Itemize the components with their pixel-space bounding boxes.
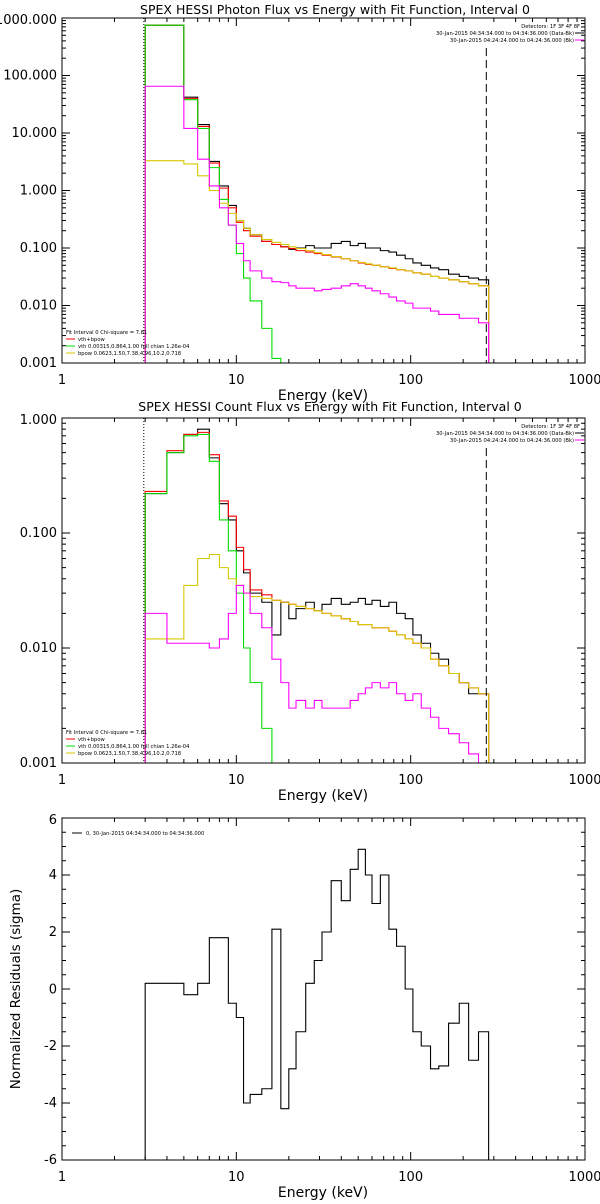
series-0-30-jan-2015-04-34-34-000-to-04-34-36-000-line [144,848,490,1160]
y-tick-label: 0.010 [20,299,57,314]
y-tick-label: 0.001 [20,756,57,771]
residuals-y-axis-label: Normalized Residuals (sigma) [8,889,24,1090]
count-flux-panel: SPEX HESSI Count Flux vs Energy with Fit… [20,399,600,804]
x-tick-label: 100 [398,773,423,788]
y-tick-label: 0.100 [20,526,57,541]
legend-fit-interval: Fit Interval 0 Chi-square = 7.81 [66,330,147,336]
residuals-plot-frame [61,817,586,1161]
photon-flux-title: SPEX HESSI Photon Flux vs Energy with Fi… [140,2,530,17]
count-flux-title: SPEX HESSI Count Flux vs Energy with Fit… [138,399,521,414]
legend-residual-label: 0, 30-Jan-2015 04:34:34.000 to 04:34:36.… [86,831,204,837]
y-tick-label: 4 [49,868,57,883]
x-tick-label: 1000 [568,373,600,388]
x-tick-label: 1000 [568,1170,600,1185]
legend-fit-interval: Fit Interval 0 Chi-square = 7.81 [66,730,147,736]
series-vth-line [144,433,297,764]
series-bpow-line [144,553,490,763]
legend-total-label: vth+bpow [78,737,105,743]
legend-bk-interval: 30-Jan-2015 04:24:24.000 to 04:24:36.000… [450,38,574,44]
y-tick-label: -2 [44,1039,57,1054]
series-bk-line [144,85,490,363]
legend-bpow-label: bpow 0.0623,1.50,7.38,4.96,10.2,0.718 [78,751,181,757]
y-tick-label: 1.000 [20,413,57,428]
y-tick-label: 10.000 [12,126,58,141]
x-tick-label: 100 [398,373,423,388]
legend-detectors: Detectors: 1F 3F 4F 8F [521,424,580,430]
series-bk-line [144,584,489,764]
x-tick-label: 1 [58,1170,66,1185]
y-tick-label: 0.100 [20,241,57,256]
y-tick-label: 1.000 [20,184,57,199]
count-x-axis-label: Energy (keV) [278,788,368,804]
x-tick-label: 100 [398,1170,423,1185]
legend-detectors: Detectors: 1F 3F 4F 8F [521,24,580,30]
y-tick-label: 0.010 [20,641,57,656]
x-tick-label: 1 [58,773,66,788]
y-tick-label: 100.000 [3,69,57,84]
y-tick-label: 2 [49,925,57,940]
y-tick-label: 1000.000 [0,13,57,28]
residuals-x-axis-label: Energy (keV) [278,1185,368,1200]
legend-data-interval: 30-Jan-2015 04:34:34.000 to 04:34:36.000… [436,31,574,37]
legend-vth-label: vth 0.00315,0.864,1.00 full chian 1.26e-… [78,344,190,350]
x-tick-label: 1 [58,373,66,388]
y-tick-label: -6 [44,1153,57,1168]
y-tick-label: 6 [49,813,57,828]
legend-vth-label: vth 0.00315,0.864,1.00 full chian 1.26e-… [78,744,190,750]
photon-flux-panel: SPEX HESSI Photon Flux vs Energy with Fi… [0,2,600,404]
residuals-panel: 1 10 100 1000 -6 -4 -2 0 2 4 6 Energy (k… [8,813,600,1201]
legend-data-interval: 30-Jan-2015 04:34:34.000 to 04:34:36.000… [436,431,574,437]
legend-total-label: vth+bpow [78,337,105,343]
legend-bpow-label: bpow 0.0623,1.50,7.38,4.96,10.2,0.718 [78,351,181,357]
photon-x-axis-label: Energy (keV) [278,388,368,404]
x-tick-label: 10 [228,1170,245,1185]
photon-flux-plot-frame [61,17,586,364]
count-flux-plot-frame [61,417,586,764]
x-tick-label: 10 [228,773,245,788]
y-tick-label: -4 [44,1096,57,1111]
x-tick-label: 1000 [568,773,600,788]
y-tick-label: 0 [49,983,57,998]
x-tick-label: 10 [228,373,245,388]
legend-bk-interval: 30-Jan-2015 04:24:24.000 to 04:24:36.000… [450,438,574,444]
y-tick-label: 0.001 [20,356,57,371]
